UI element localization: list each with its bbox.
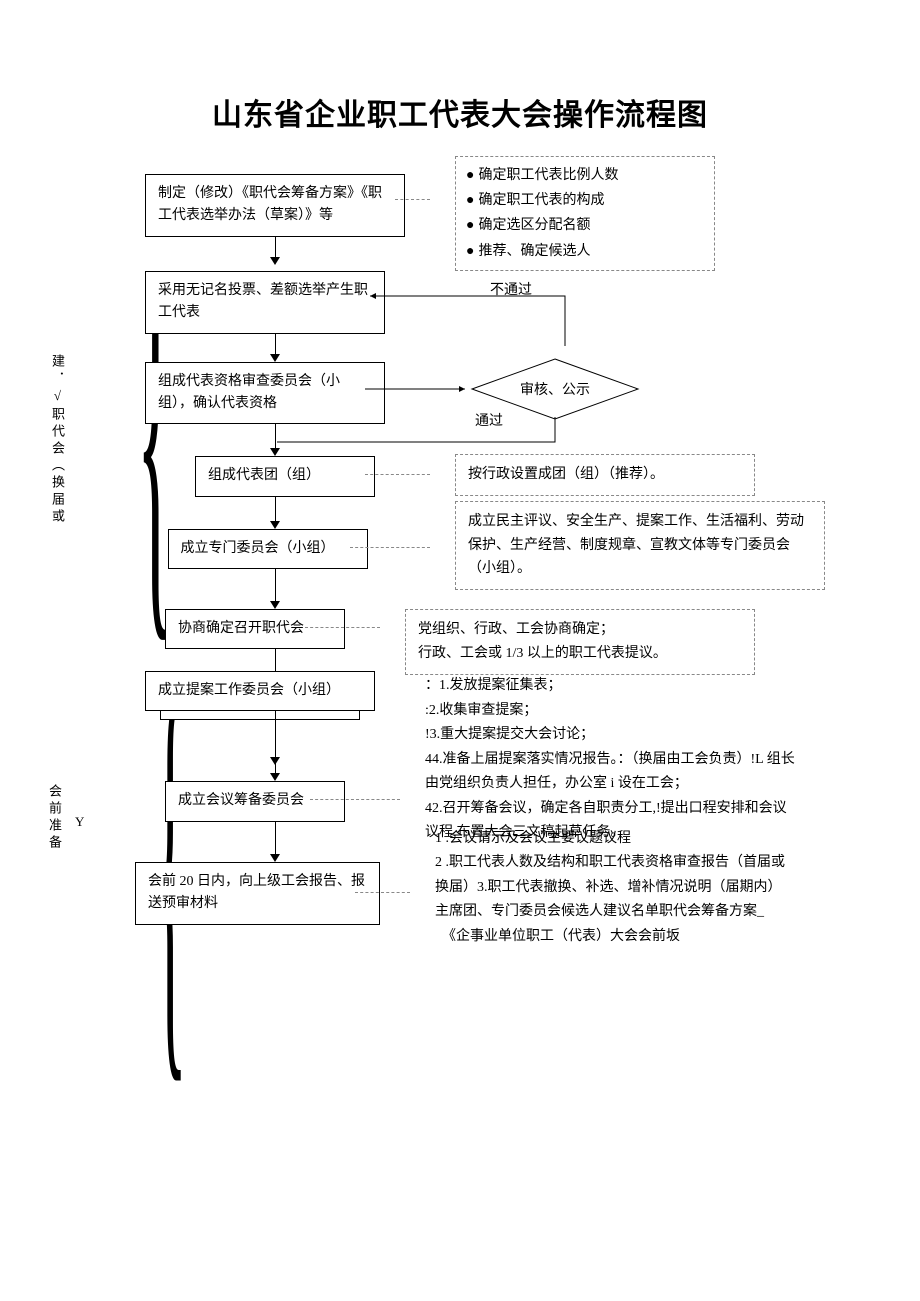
step-10: 会前 20 日内，向上级工会报告、报送预审材料 [135, 862, 380, 925]
dash-connector [365, 474, 430, 475]
bullet-item: 确定职工代表的构成 [466, 188, 704, 213]
bullet-item: 确定职工代表比例人数 [466, 163, 704, 188]
page-title: 山东省企业职工代表大会操作流程图 [30, 90, 890, 134]
annotation-10: 1 .会议请示及会议主要议题议程 2 .职工代表人数及结构和职工代表资格审查报告… [435, 827, 805, 950]
dash-connector [355, 892, 410, 893]
annotation-1: 确定职工代表比例人数 确定职工代表的构成 确定选区分配名额 推荐、确定候选人 [455, 156, 715, 271]
arrow-icon [270, 354, 280, 362]
left-label-y: Y [75, 814, 88, 830]
step-4: 组成代表团（组） [195, 456, 375, 496]
dash-connector [350, 547, 430, 548]
annotation-5: 成立民主评议、安全生产、提案工作、生活福利、劳动保护、生产经营、制度规章、宣教文… [455, 501, 825, 590]
step-5: 成立专门委员会（小组） [168, 529, 368, 569]
step-3: 组成代表资格审查委员会（小组），确认代表资格 [145, 362, 385, 425]
annotation-6: 党组织、行政、工会协商确定； 行政、工会或 1/3 以上的职工代表提议。 [405, 609, 755, 675]
label-pass: 通过 [475, 410, 503, 430]
dash-connector [305, 627, 380, 628]
diamond-label: 审核、公示 [520, 379, 590, 399]
step-2: 采用无记名投票、差额选举产生职工代表 [145, 271, 385, 334]
step-1: 制定（修改）《职代会筹备方案》《职工代表选举办法（草案）》等 [145, 174, 405, 237]
arrow-icon [270, 854, 280, 862]
bullet-item: 推荐、确定候选人 [466, 239, 704, 264]
left-label-lower: 会前准备 [45, 784, 64, 852]
row-6: 协商确定召开职代会 党组织、行政、工会协商确定； 行政、工会或 1/3 以上的职… [120, 609, 890, 679]
row-1: 制定（修改）《职代会筹备方案》《职工代表选举办法（草案）》等 确定职工代表比例人… [120, 174, 890, 271]
arrow-icon [270, 601, 280, 609]
left-label-column: 建．√职代会（换届或 { Y 会前准备 { [30, 174, 120, 949]
diagram-container: 建．√职代会（换届或 { Y 会前准备 { 制定（修改）《职代会筹备方案》《职工… [30, 174, 890, 949]
row-10: 会前 20 日内，向上级工会报告、报送预审材料 1 .会议请示及会议主要议题议程… [120, 862, 890, 950]
step-8: 成立提案工作委员会（小组） [145, 671, 375, 711]
arrow-icon [270, 448, 280, 456]
left-label-upper: 建．√职代会（换届或 [48, 354, 67, 526]
bullet-item: 确定选区分配名额 [466, 213, 704, 238]
annotation-4: 按行政设置成团（组）（推荐）。 [455, 454, 755, 496]
arrow-icon [270, 521, 280, 529]
label-fail: 不通过 [490, 279, 532, 299]
row-5: 成立专门委员会（小组） 成立民主评议、安全生产、提案工作、生活福利、劳动保护、生… [120, 529, 890, 609]
step-9: 成立会议筹备委员会 [165, 781, 345, 821]
row-3: 组成代表资格审查委员会（小组），确认代表资格 审核、公示 通过 [120, 362, 890, 457]
dash-connector [395, 199, 430, 200]
row-8: 成立提案工作委员会（小组） [120, 671, 890, 781]
arrow-icon [270, 773, 280, 781]
row-2: 采用无记名投票、差额选举产生职工代表 不通过 [120, 271, 890, 362]
dash-connector [310, 799, 400, 800]
step-6: 协商确定召开职代会 [165, 609, 345, 649]
flow-column: 制定（修改）《职代会筹备方案》《职工代表选举办法（草案）》等 确定职工代表比例人… [120, 174, 890, 949]
arrow-icon [270, 257, 280, 265]
